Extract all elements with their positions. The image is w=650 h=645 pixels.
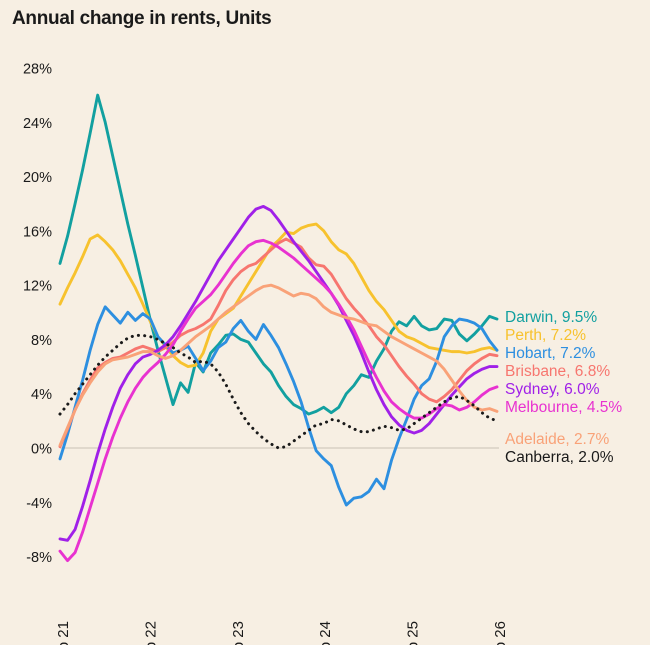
series-line-brisbane: [58, 237, 499, 449]
legend-item-sydney[interactable]: Sydney, 6.0%: [505, 381, 600, 398]
legend-item-canberra[interactable]: Canberra, 2.0%: [505, 449, 614, 466]
y-axis-tick-label: 16%: [23, 224, 52, 240]
y-axis-tick-label: 28%: [23, 62, 52, 78]
y-axis-tick-label: -8%: [26, 550, 52, 566]
legend-item-adelaide[interactable]: Adelaide, 2.7%: [505, 431, 609, 448]
legend-item-darwin[interactable]: Darwin, 9.5%: [505, 309, 597, 326]
series-line-adelaide: [58, 283, 499, 447]
y-axis-tick-label: 4%: [31, 387, 52, 403]
x-axis-tick-label: Feb 23: [230, 621, 247, 645]
legend-item-perth[interactable]: Perth, 7.2%: [505, 327, 586, 344]
y-axis-tick-label: 20%: [23, 170, 52, 186]
legend-item-melbourne[interactable]: Melbourne, 4.5%: [505, 399, 622, 416]
legend-item-hobart[interactable]: Hobart, 7.2%: [505, 345, 596, 362]
x-axis-tick-label: Feb 21: [55, 621, 72, 645]
series-lines: [58, 93, 499, 563]
legend-item-brisbane[interactable]: Brisbane, 6.8%: [505, 363, 610, 380]
x-axis-ticks: Feb 21 Feb 22 Feb 23 Feb 24 Feb 25 Feb 26: [55, 621, 509, 645]
series-line-canberra: [58, 333, 499, 450]
series-line-hobart: [58, 305, 499, 507]
series-line-sydney: [58, 204, 499, 542]
series-line-darwin: [58, 93, 499, 416]
y-axis-tick-label: 8%: [31, 333, 52, 349]
y-axis-tick-label: -4%: [26, 496, 52, 512]
y-axis-tick-label: 24%: [23, 116, 52, 132]
series-line-perth: [58, 222, 499, 369]
x-axis-tick-label: Feb 25: [405, 621, 422, 645]
y-axis-tick-label: 0%: [31, 441, 52, 457]
y-axis-tick-label: 12%: [23, 279, 52, 295]
x-axis-tick-label: Feb 24: [317, 621, 334, 645]
chart-legend: Darwin, 9.5%Perth, 7.2%Hobart, 7.2%Brisb…: [505, 309, 622, 466]
x-axis-tick-label: Feb 26: [492, 621, 509, 645]
page-title: Annual change in rents, Units: [12, 8, 272, 29]
y-axis-ticks: 28% 24% 20% 16% 12% 8% 4% 0% -4% -8%: [23, 62, 52, 567]
x-axis-tick-label: Feb 22: [142, 621, 159, 645]
